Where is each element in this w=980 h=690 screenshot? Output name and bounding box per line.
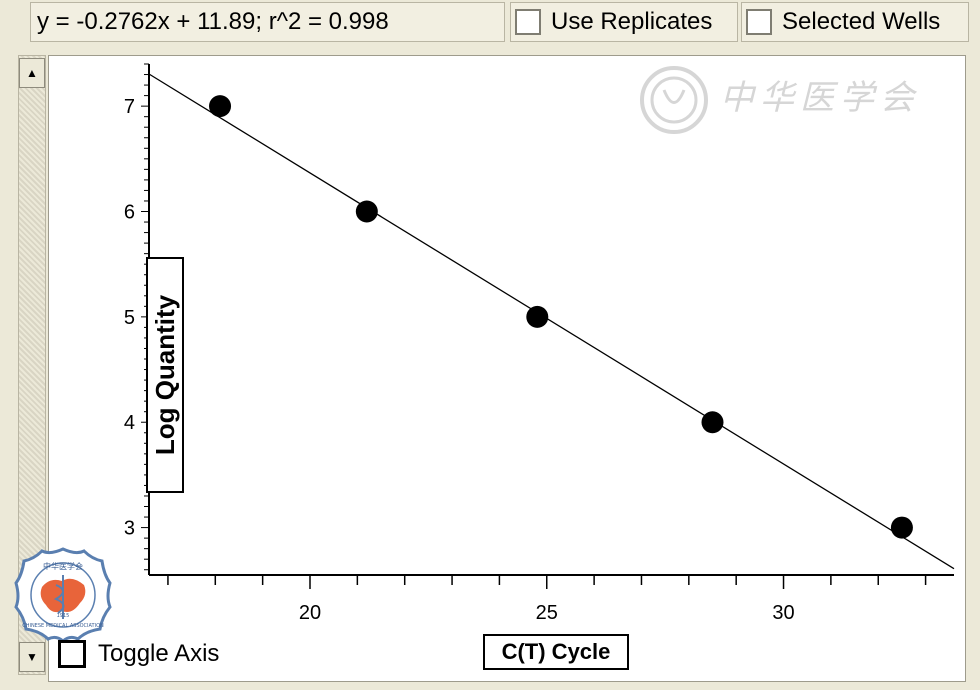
watermark: 中华医学会 <box>640 66 920 134</box>
data-points <box>209 95 913 539</box>
logo-year-text: 1915 <box>57 613 70 619</box>
selected-wells-checkbox[interactable] <box>746 9 772 35</box>
regression-equation: y = -0.2762x + 11.89; r^2 = 0.998 <box>30 2 505 42</box>
arrow-up-icon: ▲ <box>26 66 38 80</box>
scroll-up-button[interactable]: ▲ <box>19 58 45 88</box>
data-point <box>355 200 378 223</box>
selected-wells-option[interactable]: Selected Wells <box>741 2 969 42</box>
y-tick-label: 7 <box>124 96 135 118</box>
watermark-seal-icon <box>640 66 708 134</box>
y-tick-label: 6 <box>124 202 135 224</box>
use-replicates-option[interactable]: Use Replicates <box>510 2 738 42</box>
data-point <box>701 411 724 434</box>
use-replicates-label: Use Replicates <box>551 8 713 35</box>
plot-area[interactable]: 3 4 5 6 7 20 25 30 Log Quantity <box>48 55 966 682</box>
fit-line-layer <box>148 73 955 570</box>
watermark-text: 中华医学会 <box>720 78 920 118</box>
logo-cn-text: 中华医学会 <box>43 561 83 571</box>
tick-labels: 3 4 5 6 7 20 25 30 <box>124 96 795 624</box>
y-tick-label: 3 <box>124 518 135 540</box>
arrow-down-icon: ▼ <box>26 650 38 664</box>
data-point <box>890 516 913 539</box>
y-tick-label: 4 <box>124 412 135 434</box>
x-axis-label: C(T) Cycle <box>483 634 629 670</box>
use-replicates-checkbox[interactable] <box>515 9 541 35</box>
x-tick-label: 25 <box>536 602 558 624</box>
toggle-axis-option[interactable]: Toggle Axis <box>58 640 219 668</box>
x-tick-label: 30 <box>772 602 794 624</box>
standard-curve-chart: 3 4 5 6 7 20 25 30 <box>124 63 955 624</box>
cma-logo: 中华医学会 CHINESE MEDICAL ASSOCIATION 1915 <box>14 547 112 643</box>
data-point <box>209 95 232 118</box>
toggle-axis-label: Toggle Axis <box>98 640 220 667</box>
axes <box>141 63 954 589</box>
selected-wells-label: Selected Wells <box>782 8 941 35</box>
y-axis-label: Log Quantity <box>146 257 184 493</box>
data-point <box>526 305 549 328</box>
regression-line <box>148 73 955 570</box>
scroll-down-button[interactable]: ▼ <box>19 642 45 672</box>
logo-en-text: CHINESE MEDICAL ASSOCIATION <box>22 623 104 629</box>
y-tick-label: 5 <box>124 307 135 329</box>
toggle-axis-checkbox[interactable] <box>58 640 86 668</box>
x-tick-label: 20 <box>299 602 321 624</box>
